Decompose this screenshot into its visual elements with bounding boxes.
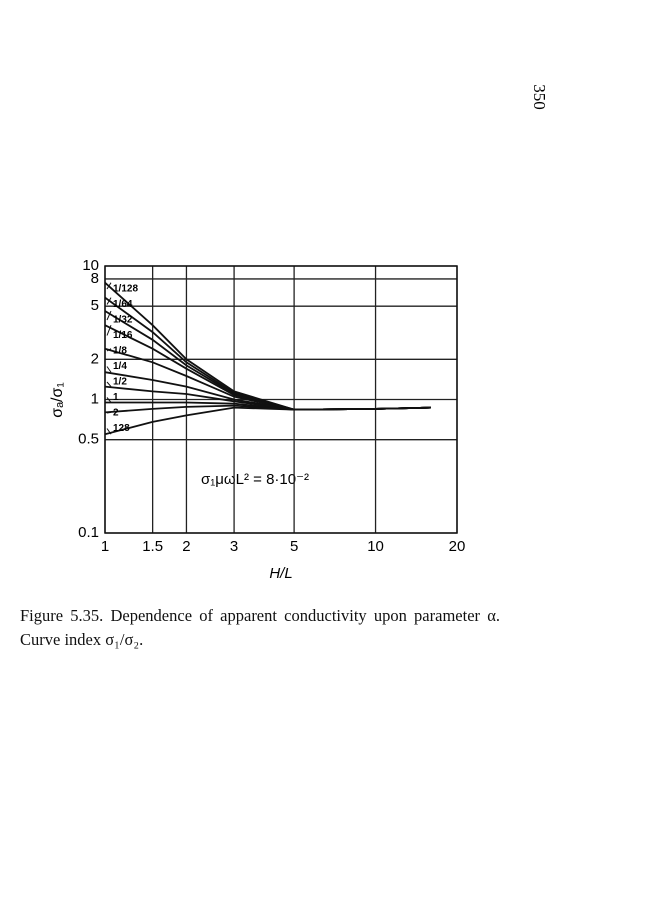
x-tick-label: 1.5 bbox=[142, 538, 163, 555]
y-tick-label: 1 bbox=[91, 390, 99, 407]
curve bbox=[104, 406, 431, 436]
y-axis-label: σₐ/σ₁ bbox=[49, 382, 66, 418]
x-tick-label: 2 bbox=[182, 538, 190, 555]
leader-line bbox=[106, 348, 112, 352]
curve-label: 1/8 bbox=[113, 346, 127, 357]
leader-line bbox=[106, 397, 112, 403]
curve bbox=[104, 282, 431, 411]
x-tick-label: 10 bbox=[367, 538, 384, 555]
curve-label: 1/4 bbox=[113, 361, 127, 372]
curve-label: 2 bbox=[113, 408, 119, 419]
x-axis-label: H/L bbox=[269, 565, 292, 582]
y-tick-label: 0.5 bbox=[78, 431, 99, 448]
curve-label: 1/2 bbox=[113, 377, 127, 388]
x-tick-label: 1 bbox=[101, 538, 109, 555]
curve-label: 1/16 bbox=[113, 330, 133, 341]
caption: Figure 5.35. Dependence of apparent cond… bbox=[20, 606, 500, 649]
curve-label: 1/64 bbox=[113, 299, 133, 310]
leader-line bbox=[106, 325, 112, 336]
page-number: 350 bbox=[530, 84, 549, 110]
y-tick-label: 8 bbox=[91, 270, 99, 287]
leader-line bbox=[106, 428, 112, 435]
curve-label: 128 bbox=[113, 423, 130, 434]
y-tick-label: 2 bbox=[91, 350, 99, 367]
annotation: σ₁μωL² = 8·10⁻² bbox=[201, 471, 309, 488]
leader-line bbox=[106, 411, 112, 414]
leader-line bbox=[106, 366, 112, 373]
curve-label: 1/128 bbox=[113, 284, 138, 295]
x-tick-label: 20 bbox=[449, 538, 466, 555]
y-tick-label: 0.1 bbox=[78, 524, 99, 541]
y-tick-label: 10 bbox=[82, 257, 99, 274]
y-tick-label: 5 bbox=[91, 297, 99, 314]
curve-label: 1/32 bbox=[113, 315, 133, 326]
curve bbox=[104, 296, 431, 411]
curve bbox=[104, 324, 431, 411]
leader-line bbox=[106, 297, 112, 305]
x-tick-label: 5 bbox=[290, 538, 298, 555]
leader-line bbox=[106, 381, 112, 387]
leader-line bbox=[106, 282, 112, 290]
curve bbox=[104, 347, 431, 411]
x-tick-label: 3 bbox=[230, 538, 238, 555]
leader-line bbox=[106, 310, 112, 321]
curve-label: 1 bbox=[113, 392, 119, 403]
plot-frame bbox=[104, 265, 458, 534]
